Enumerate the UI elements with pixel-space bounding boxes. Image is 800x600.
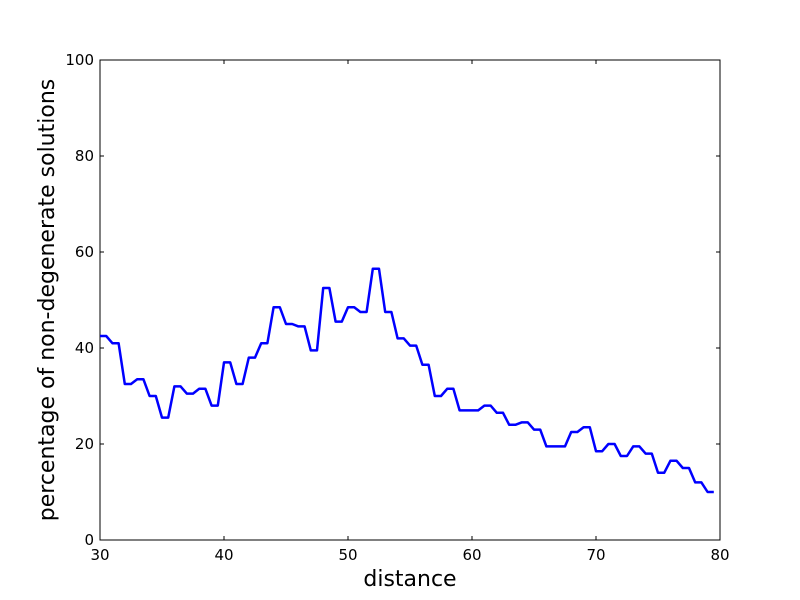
x-tick-label: 70: [586, 546, 605, 564]
x-axis-label: distance: [363, 567, 456, 592]
x-tick-label: 30: [90, 546, 109, 564]
x-tick-label: 50: [338, 546, 357, 564]
x-tick-label: 40: [214, 546, 233, 564]
x-tick-label: 80: [710, 546, 729, 564]
y-axis-ticks: 0 20 40 60 80 100: [65, 51, 720, 549]
y-tick-label: 60: [75, 243, 94, 261]
y-tick-label: 20: [75, 435, 94, 453]
y-tick-label: 80: [75, 147, 94, 165]
y-tick-label: 40: [75, 339, 94, 357]
y-tick-label: 0: [84, 531, 94, 549]
x-tick-label: 60: [462, 546, 481, 564]
plot-frame: [99, 59, 721, 541]
x-axis-ticks: 30 40 50 60 70 80: [90, 60, 730, 564]
y-tick-label: 100: [65, 51, 94, 69]
y-axis-label: percentage of non-degenerate solutions: [35, 79, 60, 521]
data-series-line: [100, 267, 714, 494]
